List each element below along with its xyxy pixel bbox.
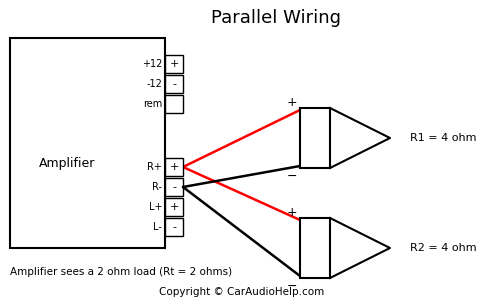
Text: Amplifier sees a 2 ohm load (Rt = 2 ohms): Amplifier sees a 2 ohm load (Rt = 2 ohms… [10, 267, 232, 277]
Text: −: − [287, 170, 297, 182]
Bar [165, 95, 183, 113]
Text: Parallel Wiring: Parallel Wiring [211, 9, 341, 27]
Text: +: + [287, 206, 297, 219]
Text: R1 = 4 ohm: R1 = 4 ohm [410, 133, 477, 143]
Bar [165, 75, 183, 93]
Text: L+: L+ [149, 202, 162, 212]
Text: +: + [287, 95, 297, 109]
Text: -: - [172, 79, 176, 89]
Text: R+: R+ [147, 162, 162, 172]
Text: Amplifier: Amplifier [39, 157, 96, 170]
Text: +: + [169, 202, 179, 212]
Text: R-: R- [152, 182, 162, 192]
Text: -12: -12 [146, 79, 162, 89]
Bar [165, 198, 183, 216]
Text: +: + [169, 59, 179, 69]
Bar [165, 178, 183, 196]
Bar [165, 158, 183, 176]
Bar [300, 108, 330, 168]
Bar [10, 38, 165, 248]
Text: rem: rem [143, 99, 162, 109]
Bar [300, 218, 330, 278]
Text: −: − [287, 279, 297, 292]
Bar [165, 55, 183, 73]
Text: +12: +12 [142, 59, 162, 69]
Bar [165, 218, 183, 236]
Text: L-: L- [153, 222, 162, 232]
Text: -: - [172, 182, 176, 192]
Text: -: - [172, 222, 176, 232]
Text: R2 = 4 ohm: R2 = 4 ohm [410, 243, 477, 253]
Text: +: + [169, 162, 179, 172]
Text: Copyright © CarAudioHelp.com: Copyright © CarAudioHelp.com [159, 287, 325, 297]
